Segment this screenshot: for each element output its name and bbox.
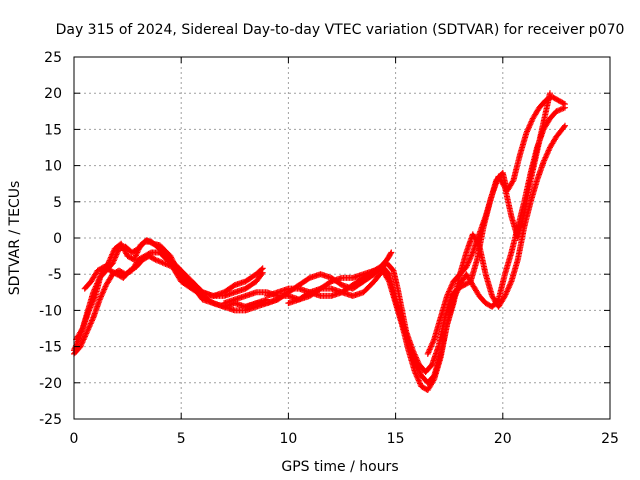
data-point-marker: [170, 258, 177, 265]
data-point-marker: [561, 122, 568, 129]
y-tick-label: -25: [39, 412, 62, 428]
y-tick-label: 10: [44, 159, 62, 175]
y-tick-label: -15: [39, 340, 62, 356]
x-tick-label: 15: [387, 431, 405, 447]
data-point-marker: [546, 90, 553, 97]
data-point-marker: [387, 250, 394, 257]
series-track-6: [242, 93, 568, 375]
data-point-marker: [258, 266, 265, 273]
data-point-marker: [259, 265, 266, 272]
y-tick-label: -5: [48, 267, 62, 283]
data-point-marker: [561, 104, 568, 111]
data-point-marker: [78, 326, 85, 333]
y-tick-label: 25: [44, 50, 62, 66]
data-point-marker: [169, 257, 176, 264]
data-point-marker: [151, 255, 158, 262]
y-tick-label: 0: [53, 231, 62, 247]
y-tick-label: 20: [44, 86, 62, 102]
x-tick-label: 5: [177, 431, 186, 447]
axis-ticks: 0 5 10 15 20 25 -25 -20 -15 -10 -5 0 5 10 15 20 25: [39, 50, 619, 447]
data-point-marker: [168, 254, 175, 261]
data-point-marker: [385, 277, 392, 284]
x-axis-title: GPS time / hours: [281, 459, 398, 475]
x-tick-label: 20: [494, 431, 512, 447]
data-points: [71, 90, 568, 394]
data-point-marker: [509, 178, 516, 185]
x-tick-label: 10: [279, 431, 297, 447]
data-point-marker: [168, 255, 175, 262]
data-point-marker: [430, 377, 437, 384]
y-tick-label: 15: [44, 122, 62, 138]
series-track-9: [424, 90, 553, 357]
chart-title: Day 315 of 2024, Sidereal Day-to-day VTE…: [56, 22, 625, 38]
data-point-marker: [167, 253, 174, 260]
y-tick-label: 5: [53, 195, 62, 211]
y-axis-title: SDTVAR / TECUs: [7, 181, 23, 296]
data-point-marker: [561, 123, 568, 130]
data-point-marker: [501, 182, 508, 189]
y-tick-label: -10: [39, 303, 62, 319]
data-point-marker: [170, 259, 177, 266]
data-point-marker: [388, 249, 395, 256]
x-tick-label: 25: [601, 431, 619, 447]
y-tick-label: -20: [39, 376, 62, 392]
series-track-8: [285, 104, 568, 394]
x-tick-label: 0: [70, 431, 79, 447]
grid: [74, 57, 610, 419]
